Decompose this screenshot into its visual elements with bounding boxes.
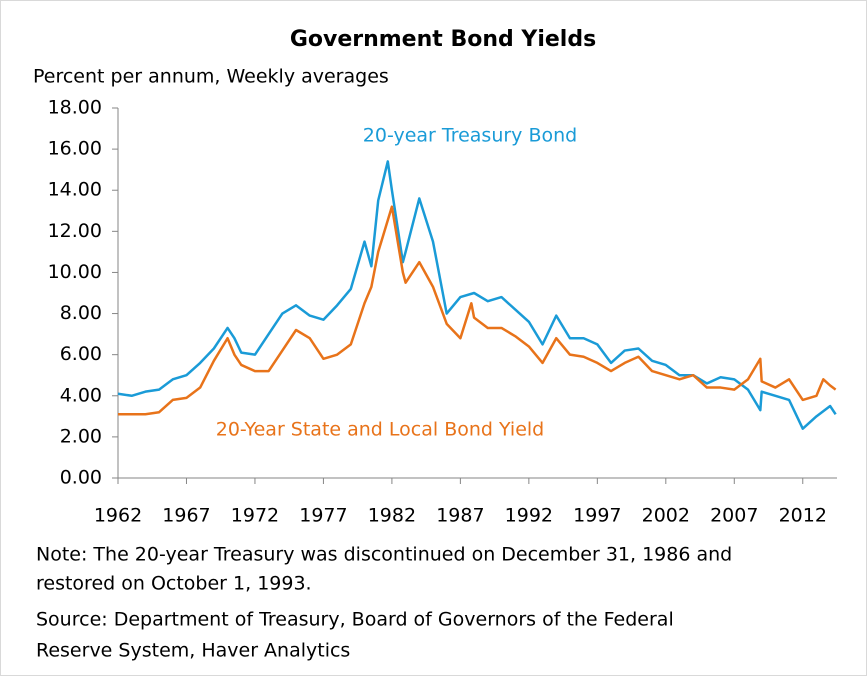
y-tick-label: 2.00 <box>60 425 102 447</box>
y-tick-label: 12.00 <box>48 220 102 242</box>
x-tick-label: 1992 <box>505 505 553 527</box>
x-tick-label: 1997 <box>573 505 621 527</box>
note: Reserve System, Haver Analytics <box>36 640 350 662</box>
note: Note: The 20-year Treasury was discontin… <box>36 544 732 566</box>
x-tick-label: 1967 <box>162 505 210 527</box>
x-tick-label: 2012 <box>779 505 827 527</box>
chart-title: Government Bond Yields <box>290 27 596 52</box>
note: Source: Department of Treasury, Board of… <box>36 609 674 631</box>
y-tick-label: 14.00 <box>48 179 102 201</box>
y-tick-label: 18.00 <box>48 97 102 119</box>
x-tick-label: 1962 <box>94 505 142 527</box>
series-label: 20-year Treasury Bond <box>363 125 577 147</box>
y-tick-label: 8.00 <box>60 302 102 324</box>
y-tick-label: 10.00 <box>48 261 102 283</box>
y-tick-label: 16.00 <box>48 138 102 160</box>
series-line <box>118 205 837 416</box>
x-tick-label: 1977 <box>299 505 347 527</box>
x-tick-label: 2002 <box>642 505 690 527</box>
x-tick-label: 2007 <box>710 505 758 527</box>
y-tick-label: 0.00 <box>60 467 102 489</box>
series-line <box>117 160 837 430</box>
y-tick-label: 6.00 <box>60 343 102 365</box>
y-tick-label: 4.00 <box>60 384 102 406</box>
x-tick-label: 1982 <box>368 505 416 527</box>
chart-subtitle: Percent per annum, Weekly averages <box>33 66 389 88</box>
note: restored on October 1, 1993. <box>36 573 312 595</box>
series-label: 20-Year State and Local Bond Yield <box>216 419 544 441</box>
x-tick-label: 1987 <box>436 505 484 527</box>
x-tick-label: 1972 <box>231 505 279 527</box>
